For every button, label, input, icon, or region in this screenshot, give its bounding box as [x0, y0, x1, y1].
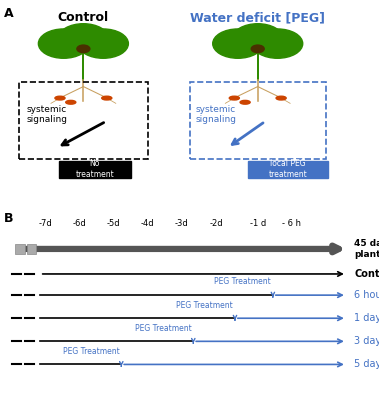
Circle shape	[38, 29, 89, 58]
Text: -2d: -2d	[209, 219, 223, 228]
Circle shape	[251, 45, 264, 53]
Text: -3d: -3d	[175, 219, 189, 228]
Text: -6d: -6d	[73, 219, 86, 228]
Text: A: A	[4, 6, 13, 20]
Text: PEG Treatment: PEG Treatment	[135, 324, 191, 333]
Text: 1 day: 1 day	[354, 313, 379, 323]
Circle shape	[252, 29, 303, 58]
Circle shape	[58, 24, 108, 53]
Text: -4d: -4d	[141, 219, 155, 228]
Text: 6 hours: 6 hours	[354, 290, 379, 300]
Text: B: B	[4, 213, 13, 225]
Bar	[27, 244, 36, 254]
Ellipse shape	[55, 96, 65, 100]
Text: PEG Treatment: PEG Treatment	[63, 347, 119, 356]
Text: Control: Control	[354, 269, 379, 279]
Circle shape	[232, 24, 283, 53]
Text: 3 days: 3 days	[354, 336, 379, 346]
Ellipse shape	[66, 100, 76, 104]
Ellipse shape	[229, 96, 240, 100]
Ellipse shape	[240, 100, 250, 104]
Text: systemic
signaling: systemic signaling	[195, 105, 236, 124]
Text: No
treatment: No treatment	[75, 160, 114, 179]
Text: - 6 h: - 6 h	[282, 219, 301, 228]
Text: -7d: -7d	[39, 219, 52, 228]
FancyBboxPatch shape	[59, 161, 131, 178]
Text: systemic
signaling: systemic signaling	[27, 105, 67, 124]
Text: Water deficit [PEG]: Water deficit [PEG]	[190, 11, 325, 24]
FancyBboxPatch shape	[248, 161, 328, 178]
Text: PEG Treatment: PEG Treatment	[214, 277, 271, 286]
Circle shape	[78, 29, 128, 58]
Ellipse shape	[102, 96, 112, 100]
Bar	[15, 244, 25, 254]
Text: -5d: -5d	[107, 219, 121, 228]
Text: 45 days-old
plants: 45 days-old plants	[354, 239, 379, 259]
Text: -1 d: -1 d	[250, 219, 266, 228]
Text: Control: Control	[58, 11, 109, 24]
Text: local PEG
treatment: local PEG treatment	[269, 160, 307, 179]
Text: 5 days: 5 days	[354, 359, 379, 369]
Circle shape	[77, 45, 90, 53]
Circle shape	[213, 29, 263, 58]
Ellipse shape	[276, 96, 286, 100]
Text: PEG Treatment: PEG Treatment	[176, 301, 233, 310]
